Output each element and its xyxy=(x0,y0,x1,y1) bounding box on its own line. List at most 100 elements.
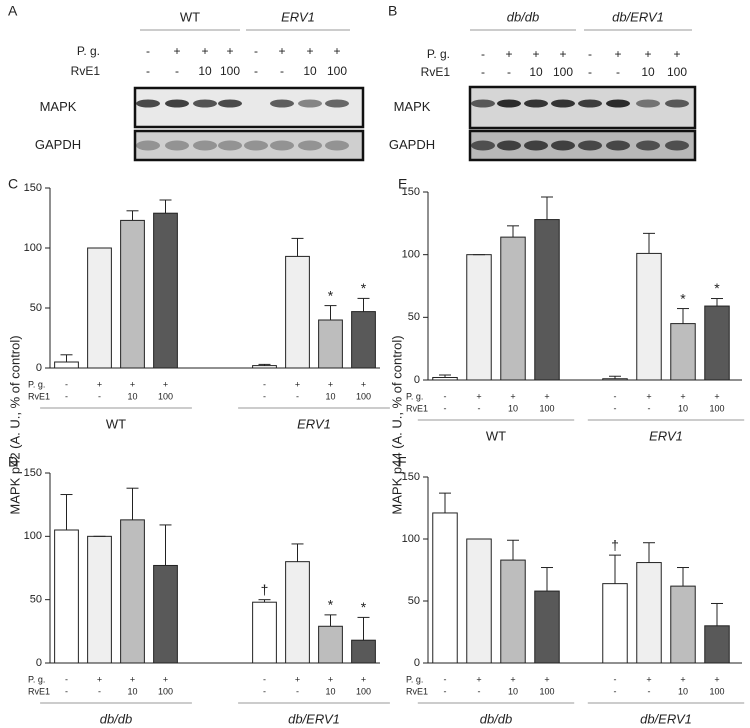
treatment-name: P. g. xyxy=(28,674,45,684)
treatment-value: 10 xyxy=(678,686,688,696)
treatment-value: 10 xyxy=(641,65,655,79)
blot-band xyxy=(193,99,217,108)
treatment-value: + xyxy=(333,44,340,58)
treatment-value: - xyxy=(614,403,617,413)
treatment-value: + xyxy=(295,379,300,389)
blot-band xyxy=(165,99,189,108)
treatment-value: - xyxy=(444,674,447,684)
treatment-value: - xyxy=(444,403,447,413)
blot-band xyxy=(578,99,602,108)
bar xyxy=(351,311,376,369)
significance-mark: * xyxy=(714,280,720,296)
bar xyxy=(54,529,79,664)
significance-mark: * xyxy=(361,599,367,615)
treatment-value: 10 xyxy=(127,391,137,401)
treatment-value: + xyxy=(130,674,135,684)
significance-mark: * xyxy=(361,280,367,296)
blot-band xyxy=(298,99,322,108)
treatment-name: P. g. xyxy=(406,674,423,684)
treatment-value: + xyxy=(673,47,680,61)
treatment-value: - xyxy=(263,686,266,696)
treatment-value: + xyxy=(714,391,719,401)
treatment-value: 100 xyxy=(539,686,554,696)
blot-box xyxy=(133,86,365,129)
y-tick-label: 50 xyxy=(30,302,42,314)
y-tick-label: 50 xyxy=(408,595,420,607)
y-axis-label: MAPK p44 (A. U., % of control) xyxy=(389,335,404,514)
treatment-value: + xyxy=(510,391,515,401)
treatment-value: 10 xyxy=(508,686,518,696)
blot-box xyxy=(468,85,697,130)
blot-band xyxy=(606,99,630,108)
treatment-value: - xyxy=(65,379,68,389)
bar xyxy=(704,625,730,664)
treatment-value: - xyxy=(588,65,592,79)
treatment-value: - xyxy=(254,64,258,78)
treatment-value: - xyxy=(507,65,511,79)
treatment-value: 10 xyxy=(508,403,518,413)
y-tick-label: 50 xyxy=(408,311,420,323)
treatment-name: P. g. xyxy=(406,391,423,401)
treatment-value: - xyxy=(616,65,620,79)
blot-band xyxy=(665,140,689,151)
treatment-value: + xyxy=(510,674,515,684)
bar xyxy=(351,639,376,664)
bar xyxy=(602,378,628,381)
bar xyxy=(87,535,112,664)
bar xyxy=(120,519,145,664)
treatment-value: + xyxy=(544,391,549,401)
y-tick-label: 50 xyxy=(30,594,42,606)
bar xyxy=(252,601,277,664)
treatment-name: RvE1 xyxy=(28,686,50,696)
bar xyxy=(500,559,526,664)
bar xyxy=(534,219,560,381)
treatment-value: 10 xyxy=(529,65,543,79)
bar xyxy=(670,323,696,381)
bar xyxy=(285,561,310,664)
significance-mark: * xyxy=(328,287,334,303)
blot-band xyxy=(497,99,521,108)
treatment-value: + xyxy=(361,379,366,389)
treatment-value: 10 xyxy=(127,686,137,696)
blot-band xyxy=(218,99,242,108)
y-tick-label: 0 xyxy=(36,362,42,374)
bar xyxy=(87,247,112,369)
significance-mark: † xyxy=(611,537,619,553)
treatment-value: - xyxy=(614,674,617,684)
treatment-name: RvE1 xyxy=(28,391,50,401)
bar xyxy=(153,212,178,369)
y-tick-label: 100 xyxy=(24,530,42,542)
treatment-value: - xyxy=(65,674,68,684)
y-tick-label: 100 xyxy=(402,249,420,261)
treatment-value: 100 xyxy=(356,686,371,696)
treatment-value: - xyxy=(296,686,299,696)
treatment-value: - xyxy=(146,44,150,58)
bar xyxy=(318,319,343,369)
significance-mark: † xyxy=(261,581,269,597)
significance-mark: * xyxy=(680,290,686,306)
blot-band xyxy=(497,140,521,151)
treatment-value: 100 xyxy=(356,391,371,401)
bar xyxy=(432,376,458,381)
treatment-value: - xyxy=(65,391,68,401)
treatment-value: 100 xyxy=(709,403,724,413)
blot-band xyxy=(325,99,349,108)
treatment-value: + xyxy=(361,674,366,684)
treatment-value: - xyxy=(478,686,481,696)
blot-band xyxy=(218,140,242,151)
bar xyxy=(534,590,560,664)
blot-band xyxy=(244,140,268,151)
lane-label: MAPK xyxy=(40,99,77,114)
blot-band xyxy=(298,140,322,151)
treatment-value: 10 xyxy=(325,391,335,401)
blot-box xyxy=(133,129,365,162)
bar xyxy=(285,255,310,369)
blot-band xyxy=(551,99,575,108)
treatment-value: + xyxy=(130,379,135,389)
treatment-value: + xyxy=(226,44,233,58)
treatment-value: - xyxy=(588,47,592,61)
treatment-value: + xyxy=(680,391,685,401)
blot-band xyxy=(665,99,689,108)
y-tick-label: 0 xyxy=(414,657,420,669)
